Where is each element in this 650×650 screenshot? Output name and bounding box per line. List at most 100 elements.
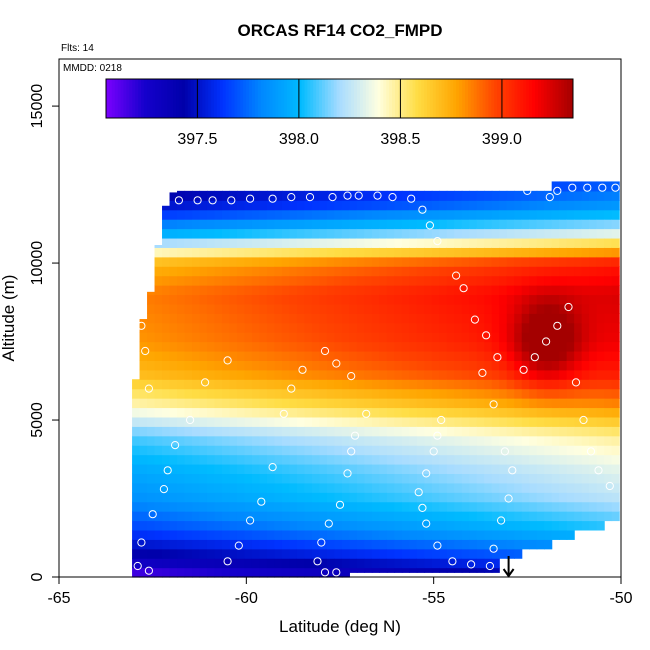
heatmap-cell [514, 294, 523, 305]
colorbar-segment [208, 79, 212, 118]
heatmap-cell [334, 388, 343, 399]
observation-point [542, 337, 551, 346]
heatmap-cell [311, 285, 320, 296]
heatmap-cell [221, 200, 231, 211]
heatmap-cell [544, 529, 553, 540]
heatmap-cell [319, 501, 328, 512]
colorbar-segment [298, 79, 303, 118]
heatmap-cell [154, 247, 163, 258]
heatmap-cell [206, 237, 216, 248]
heatmap-cell [589, 482, 598, 493]
heatmap-cell [221, 426, 231, 437]
heatmap-cell [379, 322, 388, 333]
heatmap-cell [334, 313, 343, 324]
heatmap-cell [177, 492, 186, 503]
heatmap-cell [454, 313, 463, 324]
heatmap-cell [192, 473, 201, 484]
heatmap-cell [199, 379, 208, 390]
heatmap-cell [506, 520, 515, 531]
heatmap-cell [281, 463, 291, 474]
heatmap-cell [551, 426, 560, 437]
heatmap-cell [206, 548, 216, 559]
heatmap-cell [371, 266, 380, 277]
heatmap-cell [461, 228, 470, 239]
heatmap-cell [611, 303, 620, 314]
heatmap-cell [162, 313, 171, 324]
heatmap-cell [604, 388, 613, 399]
heatmap-cell [559, 190, 568, 201]
heatmap-cell [334, 200, 343, 211]
heatmap-cell [439, 454, 448, 465]
heatmap-cell [401, 501, 410, 512]
heatmap-cell [199, 454, 208, 465]
heatmap-cell [469, 332, 478, 343]
heatmap-cell [454, 219, 463, 230]
colorbar-segment [284, 79, 288, 118]
heatmap-cell [401, 247, 410, 258]
heatmap-cell [379, 275, 388, 286]
heatmap-cell [379, 558, 388, 569]
y-tick-label: 0 [29, 572, 46, 581]
colorbar-segment [444, 79, 448, 118]
heatmap-cell [446, 294, 455, 305]
heatmap-cell [169, 228, 178, 239]
heatmap-cell [476, 445, 485, 456]
heatmap-cell [544, 379, 553, 390]
heatmap-cell [259, 445, 268, 456]
heatmap-cell [244, 275, 253, 286]
heatmap-cell [199, 492, 208, 503]
heatmap-cell [461, 322, 470, 333]
colorbar-segment [246, 79, 250, 118]
colorbar-segment [301, 79, 305, 118]
heatmap-cell [379, 426, 388, 437]
heatmap-cell [604, 398, 613, 409]
heatmap-cell [236, 247, 246, 258]
heatmap-cell [177, 219, 186, 230]
heatmap-cell [596, 181, 605, 192]
heatmap-cell [221, 247, 231, 258]
heatmap-cell [304, 539, 313, 550]
heatmap-cell [304, 501, 313, 512]
heatmap-cell [536, 445, 545, 456]
heatmap-cell [364, 209, 373, 220]
heatmap-cell [544, 539, 553, 550]
heatmap-cell [469, 454, 478, 465]
heatmap-cell [439, 322, 448, 333]
heatmap-cell [259, 463, 268, 474]
heatmap-cell [566, 285, 575, 296]
heatmap-cell [236, 285, 246, 296]
heatmap-cell [581, 219, 590, 230]
heatmap-cell [199, 416, 208, 427]
heatmap-cell [289, 266, 298, 277]
heatmap-cell [469, 539, 478, 550]
heatmap-cell [364, 482, 373, 493]
heatmap-cell [416, 539, 425, 550]
heatmap-cell [341, 322, 350, 333]
heatmap-cell [154, 426, 163, 437]
heatmap-cell [521, 219, 530, 230]
heatmap-cell [596, 237, 605, 248]
heatmap-cell [349, 473, 358, 484]
heatmap-cell [259, 200, 268, 211]
heatmap-cell [371, 529, 380, 540]
heatmap-cell [454, 350, 463, 361]
heatmap-cell [386, 407, 395, 418]
heatmap-cell [274, 445, 283, 456]
heatmap-cell [544, 350, 553, 361]
heatmap-cell [296, 435, 305, 446]
heatmap-cell [162, 426, 171, 437]
observation-point [305, 193, 315, 202]
heatmap-cell [469, 275, 478, 286]
heatmap-cell [596, 209, 605, 220]
heatmap-cell [604, 492, 613, 503]
heatmap-cell [439, 303, 448, 314]
colorbar-segment [231, 79, 235, 118]
heatmap-cell [371, 435, 380, 446]
heatmap-cell [319, 473, 328, 484]
heatmap-cell [566, 341, 575, 352]
heatmap-cell [424, 520, 433, 531]
heatmap-cell [499, 332, 508, 343]
heatmap-cell [169, 192, 178, 201]
heatmap-cell [244, 219, 253, 230]
heatmap-cell [364, 520, 373, 531]
